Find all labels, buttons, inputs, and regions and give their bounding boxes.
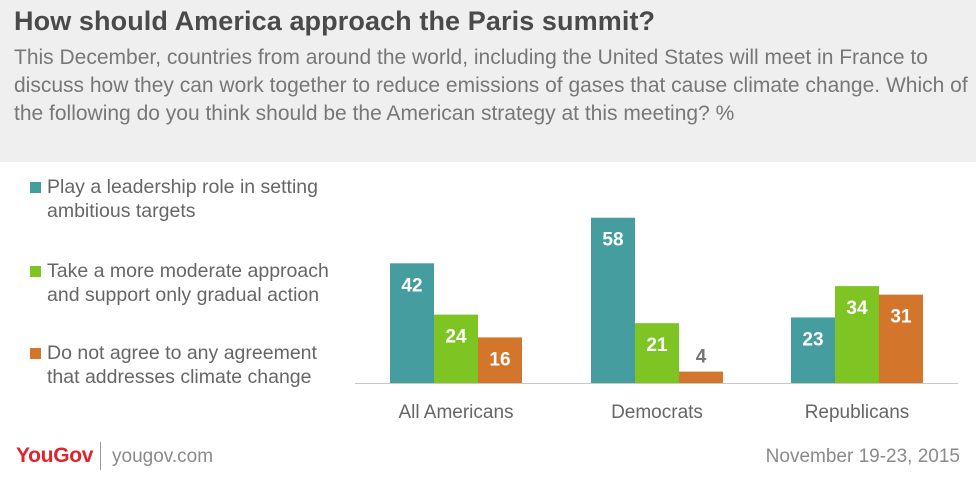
bar-value-label: 21 — [646, 335, 668, 356]
legend-label-no-agreement: Do not agree to any agreement that addre… — [47, 342, 317, 388]
legend-label-moderate: Take a more moderate approach and suppor… — [47, 260, 329, 306]
category-label: Democrats — [611, 402, 703, 423]
legend-label-leadership: Play a leadership role in setting ambiti… — [47, 176, 318, 222]
bar-value-label: 4 — [696, 347, 707, 368]
header-panel: How should America approach the Paris su… — [0, 0, 976, 162]
bar — [390, 263, 434, 383]
category-label: All Americans — [398, 402, 513, 423]
chart-subtitle: This December, countries from around the… — [14, 46, 968, 125]
footer-url: yougov.com — [112, 446, 214, 467]
category-label: Republicans — [805, 402, 910, 423]
chart-title: How should America approach the Paris su… — [14, 6, 656, 36]
bar-value-label: 58 — [602, 230, 623, 251]
bar-value-label: 24 — [445, 327, 467, 348]
footer-date: November 19-23, 2015 — [765, 446, 960, 467]
legend-swatch-leadership — [30, 182, 41, 193]
bar-value-label: 42 — [401, 275, 422, 296]
legend-swatch-moderate — [30, 266, 41, 277]
yougov-logo: YouGov — [16, 444, 94, 467]
bar-value-label: 31 — [890, 307, 912, 328]
bar-value-label: 16 — [489, 349, 510, 370]
bar — [434, 314, 478, 383]
legend-swatch-no-agreement — [30, 348, 41, 359]
bar — [635, 323, 679, 383]
bar — [478, 337, 522, 383]
bar-value-label: 23 — [802, 329, 823, 350]
bar — [835, 286, 879, 383]
bar — [679, 371, 723, 383]
bar-value-label: 34 — [846, 298, 868, 319]
bar — [879, 294, 923, 383]
bar — [591, 217, 635, 383]
footer-divider — [100, 442, 101, 470]
bar — [791, 317, 835, 383]
